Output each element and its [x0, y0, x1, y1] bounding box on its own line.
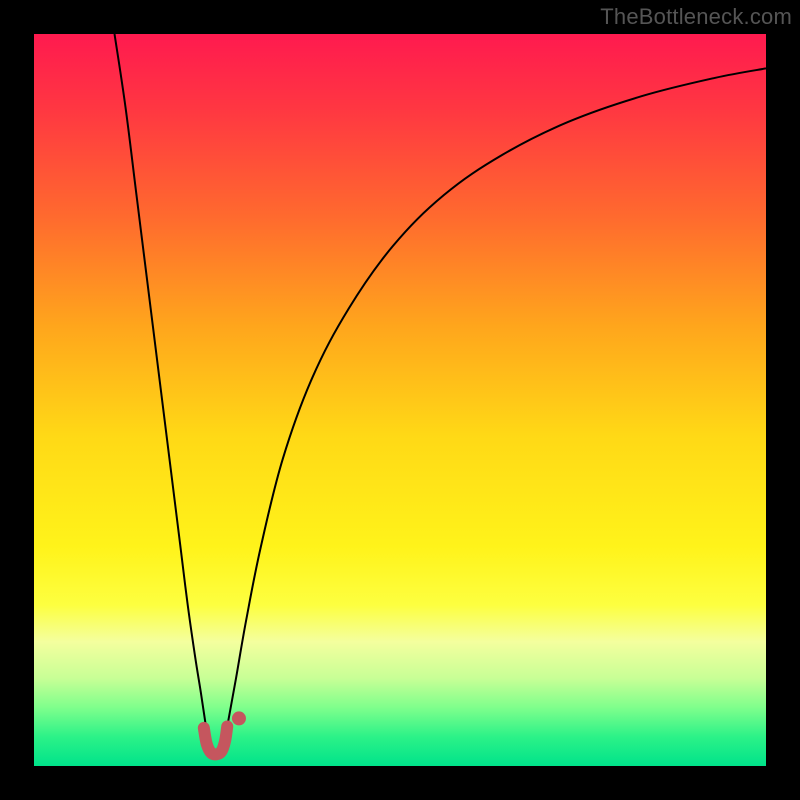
dip-dot-marker: [232, 711, 246, 725]
bottleneck-chart: [0, 0, 800, 800]
chart-container: TheBottleneck.com: [0, 0, 800, 800]
plot-gradient: [34, 34, 766, 766]
watermark-text: TheBottleneck.com: [600, 4, 792, 30]
